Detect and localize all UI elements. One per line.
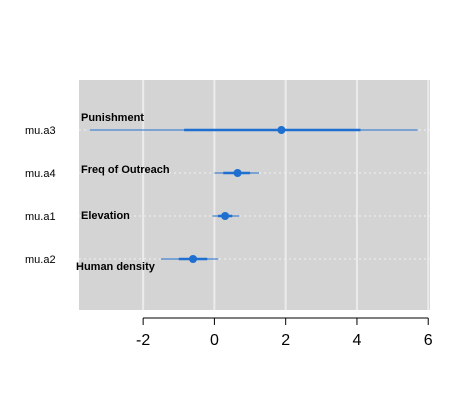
- row-annotation: Human density: [76, 261, 156, 273]
- x-axis: -2 0 2 4 6: [136, 317, 433, 349]
- plot-panel: [79, 80, 430, 310]
- row-labels: mu.a3 mu.a4 mu.a1 mu.a2: [25, 125, 56, 266]
- row-annotation: Punishment: [81, 112, 144, 124]
- row-label: mu.a4: [25, 168, 56, 180]
- x-tick-label: 0: [210, 332, 219, 349]
- annotations: Punishment Freq of Outreach Elevation Human…: [76, 112, 170, 273]
- row-label: mu.a3: [25, 125, 56, 137]
- row-annotation: Freq of Outreach: [81, 164, 170, 176]
- x-tick-label: 4: [352, 332, 361, 349]
- row-annotation: Elevation: [81, 210, 130, 222]
- x-tick-label: -2: [136, 332, 150, 349]
- row-label: mu.a2: [25, 254, 56, 266]
- interval-marks: [89, 126, 418, 263]
- x-tick-label: 2: [281, 332, 290, 349]
- point-estimate: [189, 255, 198, 263]
- gridlines: [142, 80, 430, 310]
- point-estimate: [233, 169, 242, 177]
- point-estimate: [221, 212, 230, 220]
- row-label: mu.a1: [25, 211, 56, 223]
- x-tick-label: 6: [424, 332, 433, 349]
- point-estimate: [277, 126, 286, 134]
